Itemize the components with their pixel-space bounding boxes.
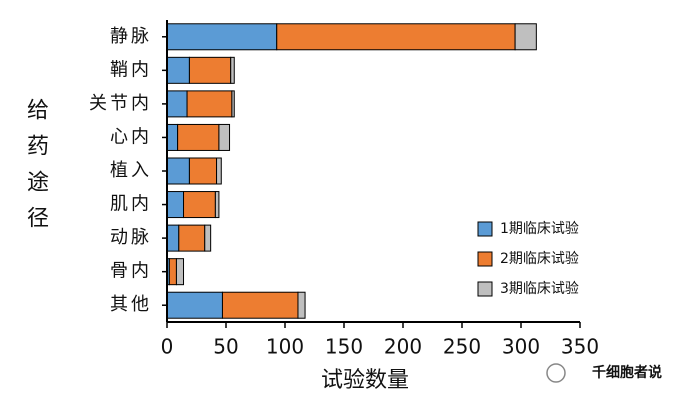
x-tick-label: 250	[443, 335, 481, 359]
legend-label: 3期临床试验	[500, 281, 579, 297]
watermark: 千细胞者说	[592, 364, 662, 381]
y-tick-label: 其他	[110, 294, 152, 315]
watermark-icon	[546, 363, 566, 383]
bar-segment	[166, 191, 185, 219]
x-tick-label: 0	[161, 335, 174, 359]
x-tick-label: 300	[502, 335, 540, 359]
bar-segment	[276, 23, 516, 51]
bar-segment	[188, 157, 218, 185]
bar-segment	[231, 90, 235, 118]
y-tick-label: 心内	[110, 126, 152, 147]
y-tick-label: 动脉	[110, 227, 152, 248]
bar-segment	[297, 291, 306, 319]
bar-segment	[166, 157, 190, 185]
bar-segment	[166, 224, 180, 252]
bar-segment	[230, 56, 235, 84]
bar-segment	[188, 56, 232, 84]
bar-segment	[514, 23, 537, 51]
legend-label: 1期临床试验	[500, 221, 579, 237]
bar-segment	[166, 23, 278, 51]
bar-segment	[186, 90, 233, 118]
legend-swatch	[477, 251, 493, 267]
bar-segment	[218, 123, 231, 151]
x-tick-label: 350	[561, 335, 599, 359]
bar-segment	[177, 123, 220, 151]
bar-segment	[178, 224, 206, 252]
legend-swatch	[477, 221, 493, 237]
bar-segment	[166, 56, 190, 84]
x-tick-label: 50	[213, 335, 238, 359]
bar-segment	[175, 258, 185, 286]
legend-swatch	[477, 281, 493, 297]
y-tick-label: 植入	[110, 160, 152, 181]
x-tick-label: 150	[325, 335, 363, 359]
bar-segment	[221, 291, 299, 319]
bar-segment	[216, 157, 222, 185]
y-tick-label: 静脉	[110, 26, 152, 47]
y-tick-label: 肌内	[110, 194, 152, 215]
bar-segment	[168, 258, 177, 286]
bar-segment	[183, 191, 216, 219]
y-tick-label: 鞘内	[110, 59, 152, 80]
y-tick-label: 关节内	[89, 93, 152, 114]
bar-segment	[166, 291, 223, 319]
bar-segment	[204, 224, 212, 252]
bar-segment	[214, 191, 220, 219]
x-axis-label: 试验数量	[321, 368, 409, 393]
x-tick-label: 100	[266, 335, 304, 359]
y-axis-label: 给药途径	[23, 98, 49, 242]
bar-segment	[166, 90, 188, 118]
bar-segment	[166, 123, 179, 151]
legend-label: 2期临床试验	[500, 251, 579, 267]
x-tick-label: 200	[384, 335, 422, 359]
y-tick-label: 骨内	[110, 261, 152, 282]
